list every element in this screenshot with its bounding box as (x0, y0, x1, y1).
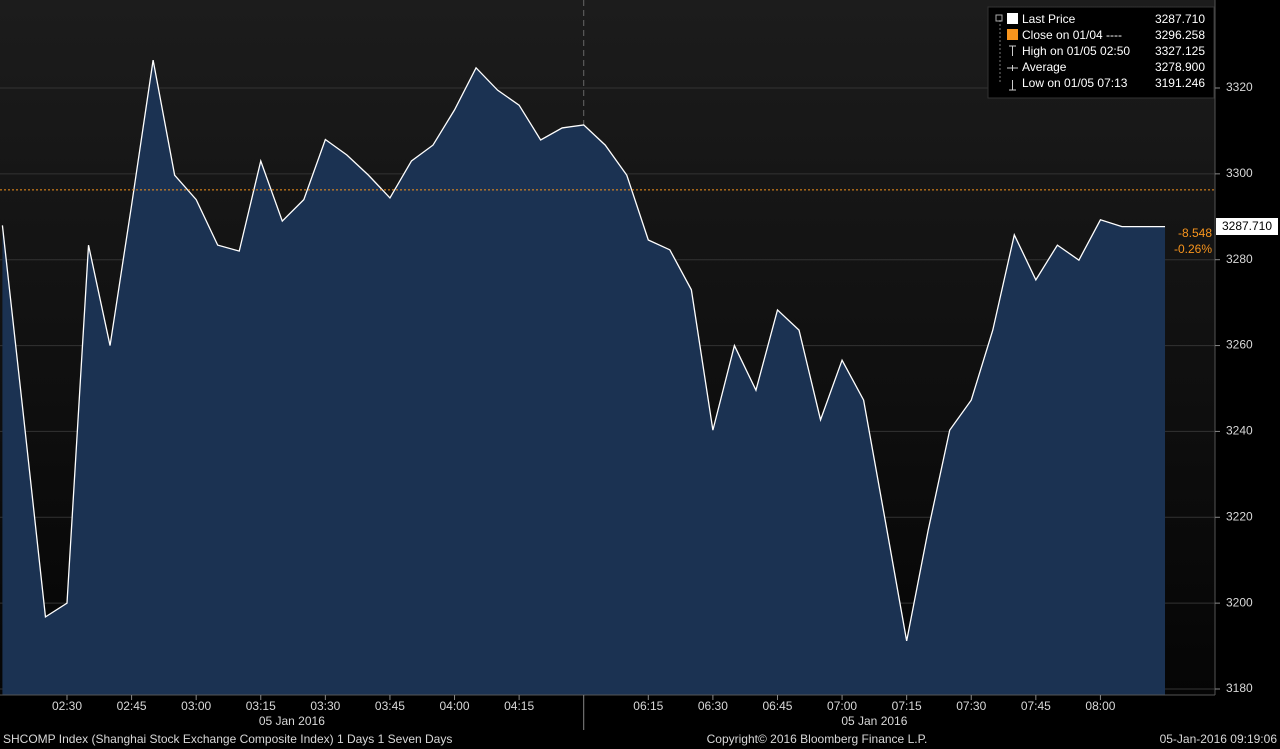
legend-collapse[interactable] (995, 14, 1003, 22)
legend-icon (1007, 65, 1018, 71)
legend-icon (1007, 13, 1018, 24)
footer-center: Copyright© 2016 Bloomberg Finance L.P. (707, 732, 928, 746)
area-fill (2, 60, 1166, 696)
x-tick-label: 06:15 (633, 699, 663, 713)
legend-value: 3296.258 (1155, 28, 1205, 42)
legend-icon (1007, 29, 1018, 40)
y-tick-label: 3280 (1226, 252, 1253, 266)
x-tick-label: 07:15 (892, 699, 922, 713)
x-tick-label: 02:30 (52, 699, 82, 713)
date-label: 05 Jan 2016 (259, 714, 325, 728)
legend-label: Average (1022, 60, 1067, 74)
legend-label: Close on 01/04 ---- (1022, 28, 1122, 42)
legend-label: High on 01/05 02:50 (1022, 44, 1130, 58)
legend-box (987, 6, 1215, 99)
x-tick-label: 08:00 (1085, 699, 1115, 713)
x-tick-label: 07:00 (827, 699, 857, 713)
legend-label: Low on 01/05 07:13 (1022, 76, 1128, 90)
y-tick-label: 3200 (1226, 595, 1253, 609)
x-tick-label: 03:00 (181, 699, 211, 713)
price-line (1, 59, 1166, 642)
legend-value: 3278.900 (1155, 60, 1205, 74)
legend-icon (1009, 80, 1016, 91)
legend-value: 3327.125 (1155, 44, 1205, 58)
marks (0, 59, 1215, 696)
last-price-box (1216, 218, 1278, 235)
legend-value: 3287.710 (1155, 12, 1205, 26)
y-tick-label: 3180 (1226, 681, 1253, 695)
x-tick-label: 04:00 (440, 699, 470, 713)
y-tick-label: 3260 (1226, 338, 1253, 352)
legend-value: 3191.246 (1155, 76, 1205, 90)
x-tick-label: 06:30 (698, 699, 728, 713)
x-tick-label: 07:30 (956, 699, 986, 713)
legend (987, 6, 1215, 99)
x-tick-label: 03:15 (246, 699, 276, 713)
x-tick-label: 03:45 (375, 699, 405, 713)
last-price-label: 3287.710 (1222, 219, 1272, 233)
legend-label: Last Price (1022, 12, 1076, 26)
x-tick-label: 07:45 (1021, 699, 1051, 713)
change-pct: -0.26% (1174, 242, 1212, 256)
date-label: 05 Jan 2016 (841, 714, 907, 728)
x-tick-label: 03:30 (310, 699, 340, 713)
y-tick-label: 3300 (1226, 166, 1253, 180)
change: -8.548 (1178, 226, 1212, 240)
y-tick-label: 3220 (1226, 509, 1253, 523)
y-tick-label: 3240 (1226, 424, 1253, 438)
footer-right: 05-Jan-2016 09:19:06 (1160, 732, 1278, 746)
x-tick-label: 04:15 (504, 699, 534, 713)
x-tick-label: 06:45 (762, 699, 792, 713)
footer-left: SHCOMP Index (Shanghai Stock Exchange Co… (3, 732, 452, 746)
x-tick-label: 02:45 (117, 699, 147, 713)
legend-icon (1009, 45, 1016, 56)
y-tick-label: 3320 (1226, 80, 1253, 94)
